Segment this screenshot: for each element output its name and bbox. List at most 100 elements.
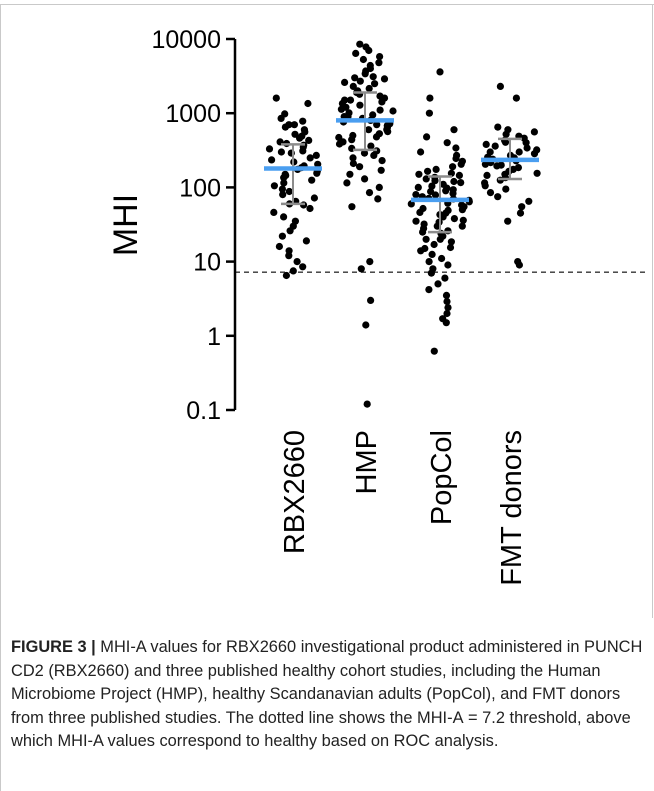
data-point <box>522 139 530 147</box>
data-point <box>367 296 375 304</box>
data-point <box>419 228 427 236</box>
data-point <box>278 232 286 240</box>
data-point <box>530 150 539 158</box>
data-point <box>346 170 354 178</box>
data-point <box>481 182 489 190</box>
data-point <box>365 126 373 134</box>
data-point <box>450 215 458 223</box>
data-point <box>335 140 344 148</box>
data-point <box>277 148 285 156</box>
data-point <box>455 171 463 179</box>
data-point <box>491 142 499 150</box>
data-point <box>278 185 286 193</box>
data-point <box>285 187 293 196</box>
data-point <box>272 94 280 102</box>
data-point <box>302 237 310 245</box>
y-axis: 0.1 1 10 100 1000 10000 <box>151 26 237 425</box>
data-point <box>365 189 374 197</box>
points-layer <box>265 40 541 408</box>
data-point <box>442 209 450 217</box>
figure-frame-left <box>0 4 1 791</box>
data-point <box>428 250 436 258</box>
data-point <box>428 182 436 190</box>
data-point <box>312 151 320 159</box>
data-point <box>412 191 420 199</box>
y-axis-label: MHI <box>107 194 145 256</box>
data-point <box>367 142 375 150</box>
data-point <box>530 128 539 136</box>
data-point <box>512 94 521 102</box>
data-point <box>423 133 431 141</box>
data-point <box>421 244 429 253</box>
data-point <box>369 73 377 81</box>
data-point <box>280 179 288 187</box>
data-point <box>337 105 345 113</box>
data-point <box>306 154 314 162</box>
data-point <box>425 286 433 294</box>
data-point <box>356 163 364 171</box>
data-point <box>516 209 525 217</box>
data-point <box>380 75 389 83</box>
data-point <box>422 235 430 243</box>
data-point <box>360 149 369 157</box>
data-point <box>430 347 438 355</box>
data-point <box>372 133 381 141</box>
data-point <box>515 148 523 156</box>
data-point <box>494 193 502 201</box>
data-point <box>361 70 369 78</box>
data-point <box>270 208 278 216</box>
data-point <box>449 163 457 171</box>
data-point <box>306 204 314 213</box>
y-tick-label: 1 <box>207 323 221 351</box>
data-point <box>348 203 356 211</box>
data-point <box>415 170 423 178</box>
data-point <box>417 148 425 156</box>
data-point <box>482 140 490 148</box>
data-point <box>378 98 386 106</box>
data-point <box>299 263 307 271</box>
data-point <box>349 154 357 162</box>
data-point <box>494 123 502 131</box>
data-point <box>270 182 278 190</box>
data-point <box>363 400 371 408</box>
data-point <box>416 208 424 216</box>
data-point <box>343 179 351 187</box>
data-point <box>446 243 455 252</box>
data-point <box>442 319 450 327</box>
data-point <box>356 101 364 109</box>
data-point <box>375 59 383 67</box>
data-point <box>412 217 420 225</box>
data-point <box>296 134 304 142</box>
data-point <box>286 227 294 235</box>
data-point <box>279 191 287 199</box>
data-point <box>502 185 510 193</box>
data-point <box>436 235 444 243</box>
data-point <box>371 80 379 88</box>
y-tick-label: 10 <box>193 249 221 277</box>
data-point <box>359 55 367 64</box>
data-point <box>348 136 356 144</box>
data-point <box>376 53 384 61</box>
data-point <box>373 121 381 129</box>
data-point <box>497 161 505 169</box>
mhi-scatter-chart: 0.1 1 10 100 1000 10000 RBX2660 HMP PopCol FMT d… <box>107 26 645 586</box>
data-point <box>304 99 312 108</box>
figure-frame-top <box>0 4 654 5</box>
data-point <box>447 238 455 246</box>
data-point <box>365 84 373 93</box>
data-point <box>533 169 541 177</box>
data-point <box>282 271 290 280</box>
data-point <box>290 121 298 129</box>
data-point <box>377 166 385 174</box>
data-point <box>305 136 313 144</box>
data-point <box>375 183 383 191</box>
data-point <box>459 216 467 224</box>
data-point <box>442 187 450 195</box>
data-point <box>425 109 433 117</box>
caption-body: MHI-A values for RBX2660 investigational… <box>11 638 643 750</box>
data-point <box>450 126 458 134</box>
data-point <box>285 252 293 260</box>
data-point <box>434 280 442 288</box>
x-category-label: PopCol <box>426 430 458 525</box>
data-point <box>313 169 321 177</box>
